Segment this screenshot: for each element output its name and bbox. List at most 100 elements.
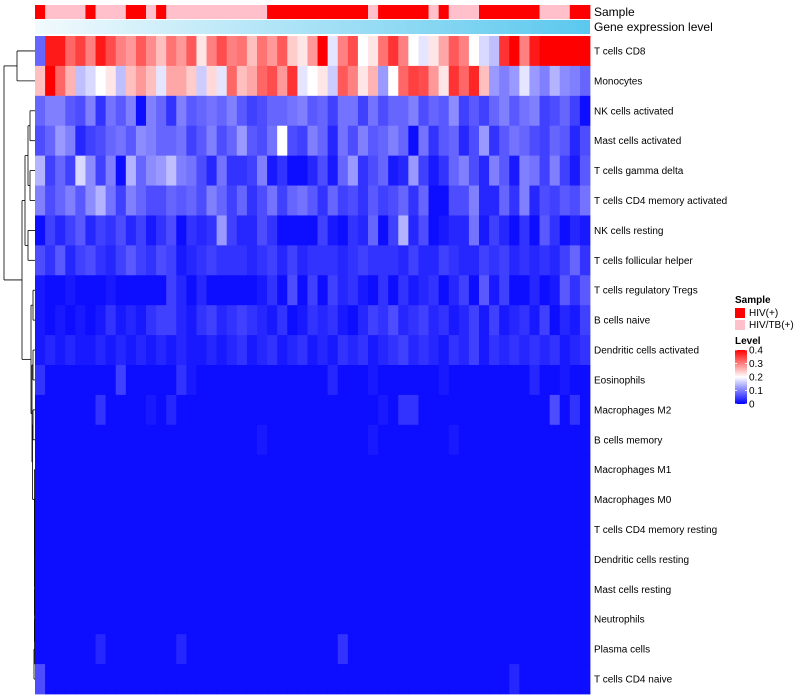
heatmap-cell bbox=[438, 215, 450, 246]
heatmap-cell bbox=[378, 544, 389, 575]
heatmap-cell bbox=[146, 574, 157, 605]
heatmap-cell bbox=[257, 275, 268, 306]
sample-annotation-cell bbox=[479, 5, 490, 19]
heatmap-cell bbox=[499, 394, 510, 426]
heatmap-cell bbox=[398, 454, 409, 486]
heatmap-cell bbox=[277, 514, 288, 545]
heatmap-cell bbox=[176, 36, 187, 67]
heatmap-cell bbox=[529, 544, 540, 575]
heatmap-cell bbox=[378, 155, 389, 186]
heatmap-cell bbox=[196, 514, 207, 545]
heatmap-cell bbox=[347, 604, 359, 635]
expression-annotation-bar bbox=[35, 20, 590, 34]
heatmap-cell bbox=[257, 454, 268, 486]
heatmap-cell bbox=[317, 125, 329, 157]
heatmap-cell bbox=[368, 95, 379, 127]
sample-annotation-cell bbox=[297, 5, 308, 19]
heatmap-cell bbox=[267, 95, 278, 127]
heatmap-cell bbox=[539, 365, 551, 396]
sample-annotation-cell bbox=[438, 5, 450, 19]
heatmap-cell bbox=[529, 664, 540, 695]
heatmap-cell bbox=[418, 275, 429, 306]
heatmap-cell bbox=[479, 95, 490, 127]
heatmap-cell bbox=[85, 664, 96, 695]
heatmap-cell bbox=[146, 245, 157, 276]
heatmap-cell bbox=[277, 574, 288, 605]
heatmap-cell bbox=[408, 424, 419, 456]
heatmap-cell bbox=[428, 514, 440, 545]
heatmap-cell bbox=[579, 125, 591, 157]
heatmap-cell bbox=[408, 335, 419, 366]
heatmap-cell bbox=[226, 245, 238, 276]
heatmap-cell bbox=[458, 484, 470, 515]
heatmap-cell bbox=[35, 125, 46, 157]
heatmap-cell bbox=[65, 95, 76, 127]
heatmap-cell bbox=[55, 574, 66, 605]
heatmap-cell bbox=[317, 155, 329, 186]
heatmap-cell bbox=[196, 544, 207, 575]
heatmap-cell bbox=[166, 574, 177, 605]
heatmap-cell bbox=[297, 604, 308, 635]
heatmap-cell bbox=[428, 335, 440, 366]
heatmap-cell bbox=[95, 394, 107, 426]
heatmap-cell bbox=[246, 95, 258, 127]
heatmap-cell bbox=[327, 36, 339, 67]
heatmap-cell bbox=[468, 574, 480, 605]
heatmap-cell bbox=[35, 634, 46, 665]
sample-annotation-cell bbox=[519, 5, 530, 19]
heatmap-cell bbox=[206, 454, 218, 486]
heatmap-cell bbox=[277, 454, 288, 486]
heatmap-cell bbox=[307, 544, 318, 575]
heatmap-cell bbox=[388, 484, 399, 515]
heatmap-cell bbox=[549, 634, 561, 665]
heatmap-cell bbox=[156, 185, 167, 216]
heatmap-cell bbox=[45, 604, 56, 635]
heatmap-cell bbox=[277, 215, 288, 246]
heatmap-cell bbox=[357, 424, 369, 456]
heatmap-cell bbox=[317, 484, 329, 515]
sample-annotation-cell bbox=[509, 5, 520, 19]
heatmap-cell bbox=[388, 155, 399, 186]
heatmap-cell bbox=[428, 424, 440, 456]
heatmap-cell bbox=[176, 65, 187, 97]
heatmap-cell bbox=[226, 514, 238, 545]
heatmap-cell bbox=[398, 664, 409, 695]
heatmap-cell bbox=[65, 514, 76, 545]
heatmap-cell bbox=[458, 305, 470, 336]
heatmap-cell bbox=[95, 215, 107, 246]
sample-annotation-cell bbox=[539, 5, 551, 19]
heatmap-cell bbox=[216, 36, 228, 67]
heatmap-cell bbox=[337, 95, 349, 127]
heatmap-cell bbox=[156, 484, 167, 515]
heatmap-cell bbox=[135, 335, 147, 366]
heatmap-cell bbox=[45, 664, 56, 695]
heatmap-cell bbox=[398, 335, 409, 366]
heatmap-cell bbox=[388, 604, 399, 635]
heatmap-cell bbox=[509, 155, 520, 186]
heatmap-cell bbox=[135, 36, 147, 67]
heatmap-cell bbox=[438, 574, 450, 605]
sample-annotation-cell bbox=[287, 5, 298, 19]
heatmap-cell bbox=[408, 185, 419, 216]
heatmap-cell bbox=[186, 634, 197, 665]
heatmap-cell bbox=[529, 454, 540, 486]
heatmap-cell bbox=[45, 424, 56, 456]
heatmap-cell bbox=[569, 185, 581, 216]
heatmap-cell bbox=[317, 664, 329, 695]
heatmap-cell bbox=[75, 394, 86, 426]
heatmap-cell bbox=[196, 95, 207, 127]
heatmap-cell bbox=[559, 215, 571, 246]
heatmap-cell bbox=[408, 604, 419, 635]
heatmap-cell bbox=[257, 634, 268, 665]
heatmap-cell bbox=[236, 275, 248, 306]
heatmap-cell bbox=[105, 215, 117, 246]
heatmap-cell bbox=[287, 245, 298, 276]
heatmap-cell bbox=[196, 245, 207, 276]
heatmap-cell bbox=[297, 305, 308, 336]
heatmap-cell bbox=[559, 514, 571, 545]
heatmap-cell bbox=[206, 305, 218, 336]
heatmap-cell bbox=[489, 634, 500, 665]
heatmap-cell bbox=[257, 215, 268, 246]
heatmap-cell bbox=[95, 365, 107, 396]
row-label: T cells CD4 memory activated bbox=[594, 196, 727, 207]
